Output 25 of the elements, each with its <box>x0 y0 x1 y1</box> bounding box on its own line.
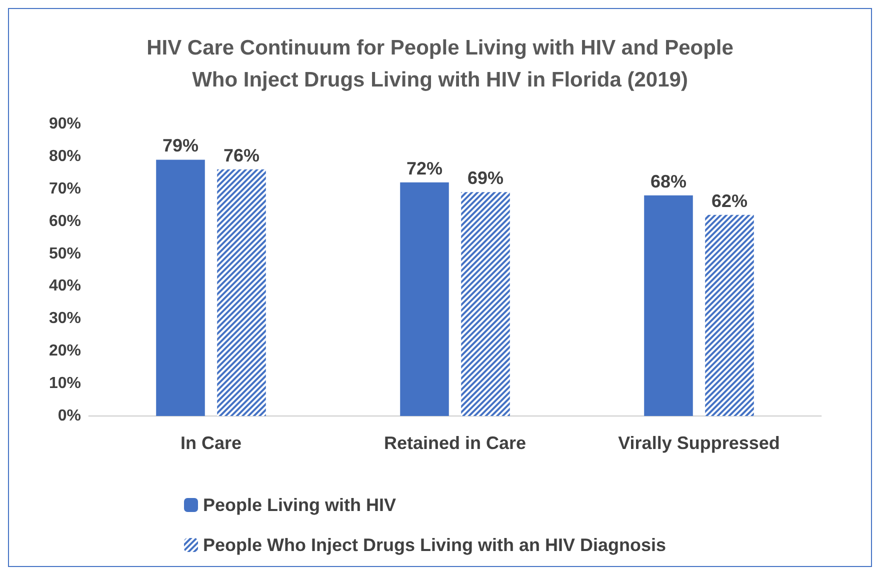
y-tick-label: 70% <box>48 180 81 198</box>
chart-title: HIV Care Continuum for People Living with HIV and People Who Inject Drugs Living with HIV in Florida (2019) <box>146 36 734 92</box>
bar <box>644 195 693 416</box>
data-label: 72% <box>406 158 443 178</box>
data-label: 79% <box>162 136 199 156</box>
data-label: 62% <box>711 190 748 211</box>
y-tick-label: 10% <box>48 375 81 392</box>
data-label: 76% <box>223 145 260 166</box>
y-tick-label: 50% <box>48 245 81 262</box>
y-tick-label: 80% <box>48 148 81 165</box>
y-tick-label: 60% <box>48 212 81 230</box>
bar <box>400 182 449 416</box>
data-label: 69% <box>467 168 504 188</box>
y-tick-label: 20% <box>48 342 81 360</box>
x-tick-label: Retained in Care <box>384 433 526 453</box>
bar <box>156 160 205 416</box>
y-tick-label: 30% <box>48 310 81 328</box>
y-tick-label: 0% <box>58 408 81 424</box>
legend-label: People Living with HIV <box>203 495 396 515</box>
x-tick-label: In Care <box>180 433 242 453</box>
data-label: 68% <box>650 171 687 192</box>
y-tick-label: 90% <box>48 116 81 132</box>
y-tick-label: 40% <box>48 278 81 295</box>
legend-label: People Who Inject Drugs Living with an HIV Diagnosis <box>203 535 666 555</box>
x-tick-label: Virally Suppressed <box>618 433 780 453</box>
